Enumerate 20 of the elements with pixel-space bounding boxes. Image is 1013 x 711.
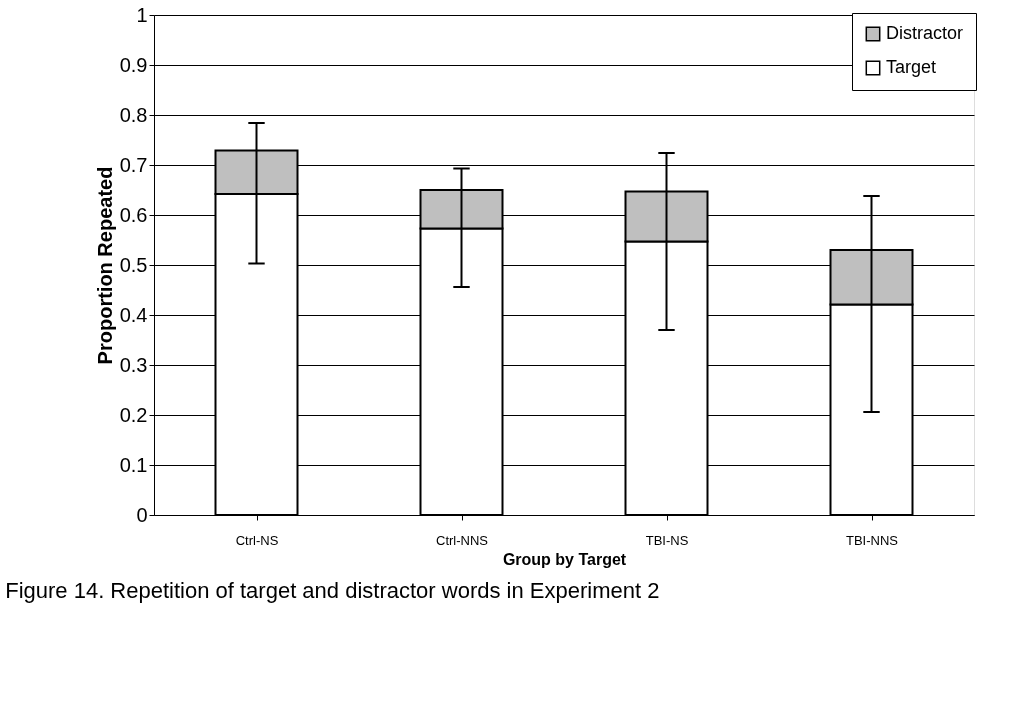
y-tick-label: 0.6 <box>119 203 148 226</box>
y-axis-title: Proportion Repeated <box>93 166 116 365</box>
y-tick-label: 0.4 <box>119 303 148 326</box>
y-tick-label: 0.2 <box>119 403 148 426</box>
x-tick-label: Ctrl-NNS <box>436 532 489 548</box>
y-tick-label: 1 <box>136 3 148 26</box>
y-tick-label: 0.1 <box>119 453 148 476</box>
legend-label: Target <box>886 57 937 77</box>
x-tick-label: TBI-NNS <box>846 532 899 548</box>
x-axis-title: Group by Target <box>502 550 627 568</box>
y-tick-label: 0.8 <box>119 103 148 126</box>
y-tick-label: 0 <box>136 503 148 526</box>
y-tick-label: 0.3 <box>119 353 148 376</box>
legend-label: Distractor <box>886 23 964 43</box>
x-tick-label: TBI-NS <box>645 532 689 548</box>
y-tick-label: 0.5 <box>119 253 148 276</box>
caption: Figure 14. Repetition of target and distractor words in Experiment 2 <box>5 578 660 603</box>
x-tick-label: Ctrl-NS <box>235 532 279 548</box>
y-tick-label: 0.9 <box>119 53 148 76</box>
y-tick-label: 0.7 <box>119 153 148 176</box>
